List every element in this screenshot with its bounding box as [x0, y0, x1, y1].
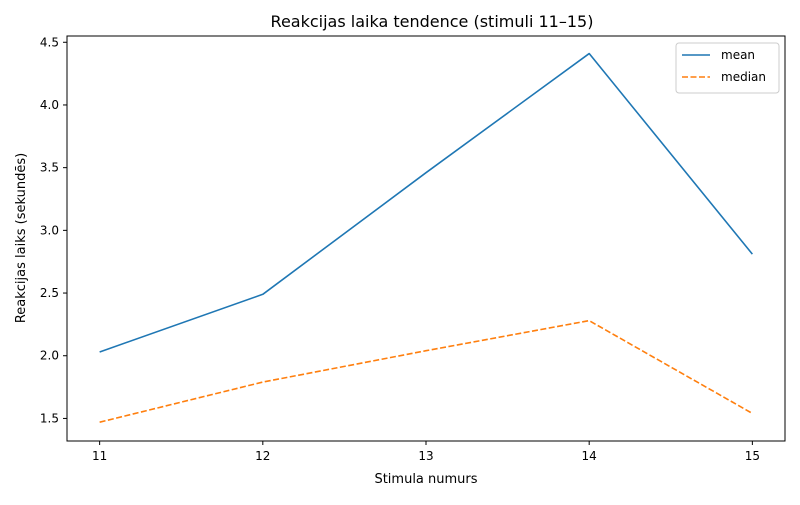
plot-frame — [66, 35, 786, 442]
legend-label-mean: mean — [721, 48, 755, 62]
y-tick-label: 1.5 — [40, 411, 59, 425]
legend-label-median: median — [721, 70, 766, 84]
y-tick-label: 3.0 — [40, 223, 59, 237]
y-tick-label: 4.5 — [40, 35, 59, 49]
legend: mean median — [675, 42, 780, 94]
x-tick-label: 15 — [745, 449, 760, 463]
x-tick-label: 14 — [582, 449, 597, 463]
x-axis-label: Stimula numurs — [374, 472, 477, 487]
x-tick-label: 13 — [418, 449, 433, 463]
plot-area: 11 12 13 14 15 1.5 2.0 2.5 3.0 3.5 4.0 4.5 — [40, 35, 760, 463]
y-tick-label: 2.5 — [40, 286, 59, 300]
y-tick-label: 2.0 — [40, 349, 59, 363]
x-tick-label: 11 — [92, 449, 107, 463]
y-tick-label: 3.5 — [40, 161, 59, 175]
x-tick-label: 12 — [255, 449, 270, 463]
series-line-mean — [99, 52, 753, 353]
y-tick-label: 4.0 — [40, 98, 59, 112]
chart-title: Reakcijas laika tendence (stimuli 11–15) — [271, 12, 594, 31]
series-line-median — [99, 319, 753, 423]
y-axis-label: Reakcijas laiks (sekundēs) — [14, 153, 29, 323]
